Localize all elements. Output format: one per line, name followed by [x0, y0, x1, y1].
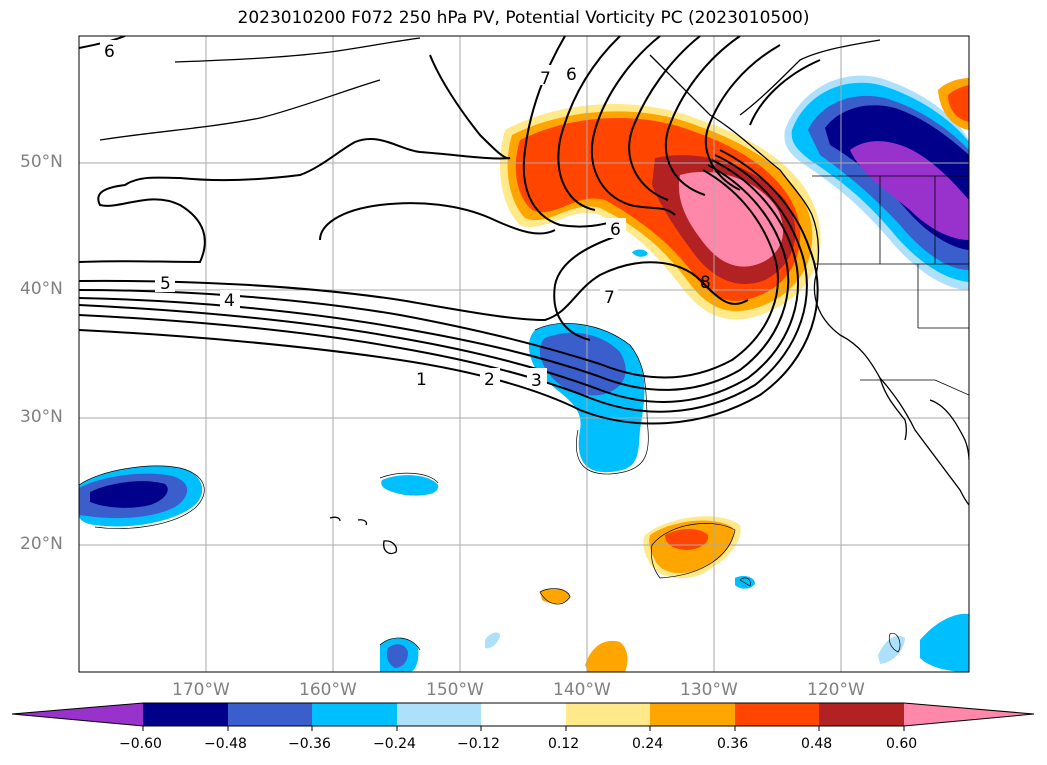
negative-anomaly-small-1	[381, 475, 439, 496]
negative-anomaly-small-2-blue	[386, 644, 408, 668]
colorbar-tick-label: −0.36	[288, 736, 331, 752]
colorbar-segment	[904, 703, 1034, 726]
positive-anomaly-pink	[678, 171, 784, 267]
colorbar-tick-label: 0.60	[886, 736, 918, 752]
coastlines	[99, 37, 969, 555]
colorbar-segment	[12, 703, 143, 726]
colorbar-segment	[143, 703, 228, 726]
colorbar-segment	[566, 703, 650, 726]
colorbar-tick-label: −0.24	[373, 736, 416, 752]
negative-anomaly-small-3	[485, 632, 500, 649]
lat-label-40n: 40°N	[20, 279, 63, 299]
colorbar-segment	[397, 703, 481, 726]
lon-label-140w: 140°W	[553, 680, 611, 700]
colorbar-segment	[735, 703, 819, 726]
contour-label: 2	[484, 370, 495, 390]
anomaly-outlines	[79, 323, 901, 653]
negative-anomaly-ne-purple	[850, 141, 969, 240]
contour-labels: 6 6 7 6 7 8 5 4 1 2 3	[100, 40, 711, 391]
colorbar-tick-label: −0.60	[119, 736, 162, 752]
lon-label-160w: 160°W	[299, 680, 357, 700]
colorbar-tick-label: −0.12	[457, 736, 500, 752]
negative-anomaly-central-blue	[539, 332, 626, 396]
positive-anomaly-ne-corner-red	[948, 85, 969, 122]
contour-label: 3	[531, 371, 542, 391]
lat-label-30n: 30°N	[20, 407, 63, 427]
colorbar-tick-label: 0.12	[548, 736, 580, 752]
colorbar-segment	[312, 703, 397, 726]
colorbar-tick-label: −0.48	[204, 736, 247, 752]
contour-label: 7	[540, 69, 551, 89]
contour-label: 6	[610, 220, 621, 240]
negative-anomaly-small-5	[632, 249, 648, 257]
colorbar-segment	[228, 703, 312, 726]
contour-label: 6	[566, 65, 577, 85]
colorbar	[11, 702, 1035, 731]
positive-anomaly-small-1	[540, 588, 570, 604]
colorbar-segment	[481, 703, 566, 726]
borders	[812, 175, 969, 396]
contour-label: 6	[104, 42, 115, 62]
positive-anomaly-small-2	[585, 640, 628, 672]
colorbar-segment	[819, 703, 904, 726]
map-plot-area: 6 6 7 6 7 8 5 4 1 2 3	[79, 36, 969, 672]
contour-label: 7	[604, 288, 615, 308]
lat-label-20n: 20°N	[20, 534, 63, 554]
colorbar-tick-label: 0.36	[717, 736, 749, 752]
contour-label: 5	[160, 274, 171, 294]
lon-label-130w: 130°W	[680, 680, 738, 700]
colorbar-tick-label: 0.24	[632, 736, 664, 752]
negative-anomaly-west-navy	[90, 481, 168, 508]
contour-label: 4	[224, 291, 235, 311]
lon-label-120w: 120°W	[807, 680, 865, 700]
map-frame	[78, 35, 970, 673]
lat-label-50n: 50°N	[20, 152, 63, 172]
map-title: 2023010200 F072 250 hPa PV, Potential Vo…	[237, 8, 810, 28]
colorbar-tick-label: 0.48	[801, 736, 833, 752]
negative-anomaly-se-cyan	[920, 613, 969, 672]
lon-label-150w: 150°W	[426, 680, 484, 700]
negative-anomaly-se-light	[878, 635, 905, 664]
contour-label: 1	[416, 370, 427, 390]
contour-label: 8	[700, 273, 711, 293]
lon-label-170w: 170°W	[172, 680, 230, 700]
colorbar-segment	[650, 703, 735, 726]
